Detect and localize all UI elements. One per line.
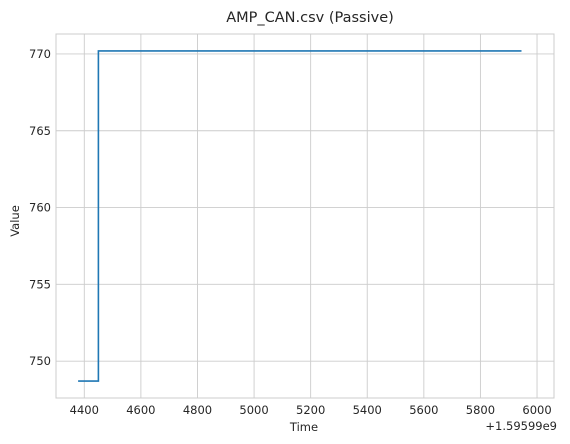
- series-layer: [78, 50, 522, 382]
- y-axis-label: Value: [8, 205, 22, 237]
- series-line: [78, 50, 522, 382]
- y-tick-label: 765: [29, 124, 51, 138]
- x-tick-label: 5800: [466, 403, 495, 417]
- x-offset-label: +1.59599e9: [485, 419, 557, 433]
- y-tick-label: 750: [29, 354, 51, 368]
- x-tick-label: 5600: [409, 403, 438, 417]
- y-tick-label: 760: [29, 201, 51, 215]
- x-tick-labels: 4400 4600 4800 5000 5200 5400 5600 5800 6000: [70, 403, 552, 417]
- y-tick-label: 770: [29, 47, 51, 61]
- x-tick-label: 4600: [126, 403, 155, 417]
- x-tick-label: 5000: [239, 403, 268, 417]
- x-tick-label: 4800: [183, 403, 212, 417]
- plot-frame: [55, 33, 555, 399]
- grid: [56, 34, 554, 398]
- chart-title: AMP_CAN.csv (Passive): [226, 10, 394, 26]
- x-tick-label: 5400: [353, 403, 382, 417]
- x-tick-label: 5200: [296, 403, 325, 417]
- y-tick-label: 755: [29, 277, 51, 291]
- x-tick-label: 6000: [522, 403, 551, 417]
- y-tick-labels: 750 755 760 765 770: [29, 47, 51, 368]
- x-axis-label: Time: [289, 420, 318, 434]
- x-tick-label: 4400: [70, 403, 99, 417]
